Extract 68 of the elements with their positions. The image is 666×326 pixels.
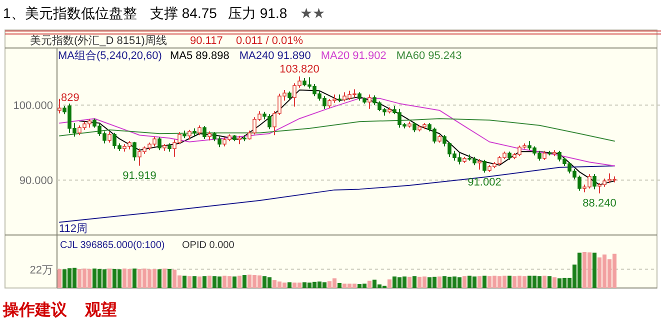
candlestick	[542, 150, 546, 160]
bar	[232, 276, 236, 288]
text: 观望	[84, 301, 117, 319]
annotation: .829	[58, 92, 80, 104]
text: ★★	[300, 5, 326, 21]
bar	[542, 276, 546, 288]
candlestick	[482, 159, 486, 174]
candlestick	[188, 129, 192, 140]
legend-title: MA组合(5,240,20,60)	[58, 49, 162, 62]
candlestick	[478, 158, 482, 170]
candlestick	[132, 141, 136, 162]
bar	[132, 268, 136, 288]
bar	[58, 268, 62, 288]
bar	[368, 280, 372, 288]
candlestick	[368, 94, 372, 110]
text: 压力 91.8	[228, 5, 288, 21]
bar	[508, 276, 512, 288]
bar	[192, 276, 196, 288]
text: 支撑 84.75	[150, 5, 218, 21]
candlestick	[202, 126, 206, 140]
bar	[168, 268, 172, 288]
bar	[548, 276, 552, 288]
annotation: 91.002	[468, 176, 502, 189]
bar	[182, 276, 186, 288]
text: MA5 89.898	[170, 50, 230, 62]
chart-title: 1、美元指数低位盘整	[3, 5, 137, 21]
bar	[478, 276, 482, 288]
annotation: 103.820	[280, 63, 320, 76]
bar	[462, 276, 466, 288]
bar	[238, 276, 242, 288]
text: MA240 91.890	[239, 50, 311, 62]
bar	[198, 276, 202, 288]
annotation: 112周	[59, 223, 88, 235]
y-tick-label: 100.000	[13, 100, 53, 112]
bar	[388, 279, 392, 288]
candlestick	[158, 136, 162, 151]
bar	[158, 269, 162, 288]
bar	[592, 252, 596, 288]
bar	[208, 276, 212, 288]
chart-subtitle: 美元指数(外汇_D 8151)周线	[30, 34, 167, 47]
y-tick-label: 90.000	[19, 175, 53, 188]
candlestick	[592, 174, 596, 190]
text: OPID 0.000	[182, 240, 235, 251]
candlestick	[412, 122, 416, 133]
text: 操作建议	[2, 301, 68, 319]
bar	[552, 277, 556, 288]
annotation: 88.240	[582, 197, 616, 210]
text: 90.117	[190, 35, 223, 47]
bar	[482, 276, 486, 288]
text: MA60 95.243	[396, 50, 462, 62]
candlestick	[108, 132, 112, 144]
bar	[188, 276, 192, 288]
bar	[288, 282, 292, 288]
bar	[202, 276, 206, 288]
bar	[108, 268, 112, 288]
bar	[408, 276, 412, 288]
candlestick	[208, 130, 212, 141]
text: MA20 91.902	[320, 50, 386, 62]
candlestick	[198, 124, 202, 136]
bar	[438, 276, 442, 288]
ref-line-label: 22万	[30, 264, 53, 276]
bar	[162, 268, 166, 288]
text: 0.011 / 0.01%	[236, 35, 304, 47]
bar	[338, 282, 342, 288]
text: CJL 396865.000(0:100)	[60, 240, 165, 251]
bar	[412, 276, 416, 288]
annotation: 91.919	[122, 170, 156, 182]
bar	[242, 275, 246, 288]
